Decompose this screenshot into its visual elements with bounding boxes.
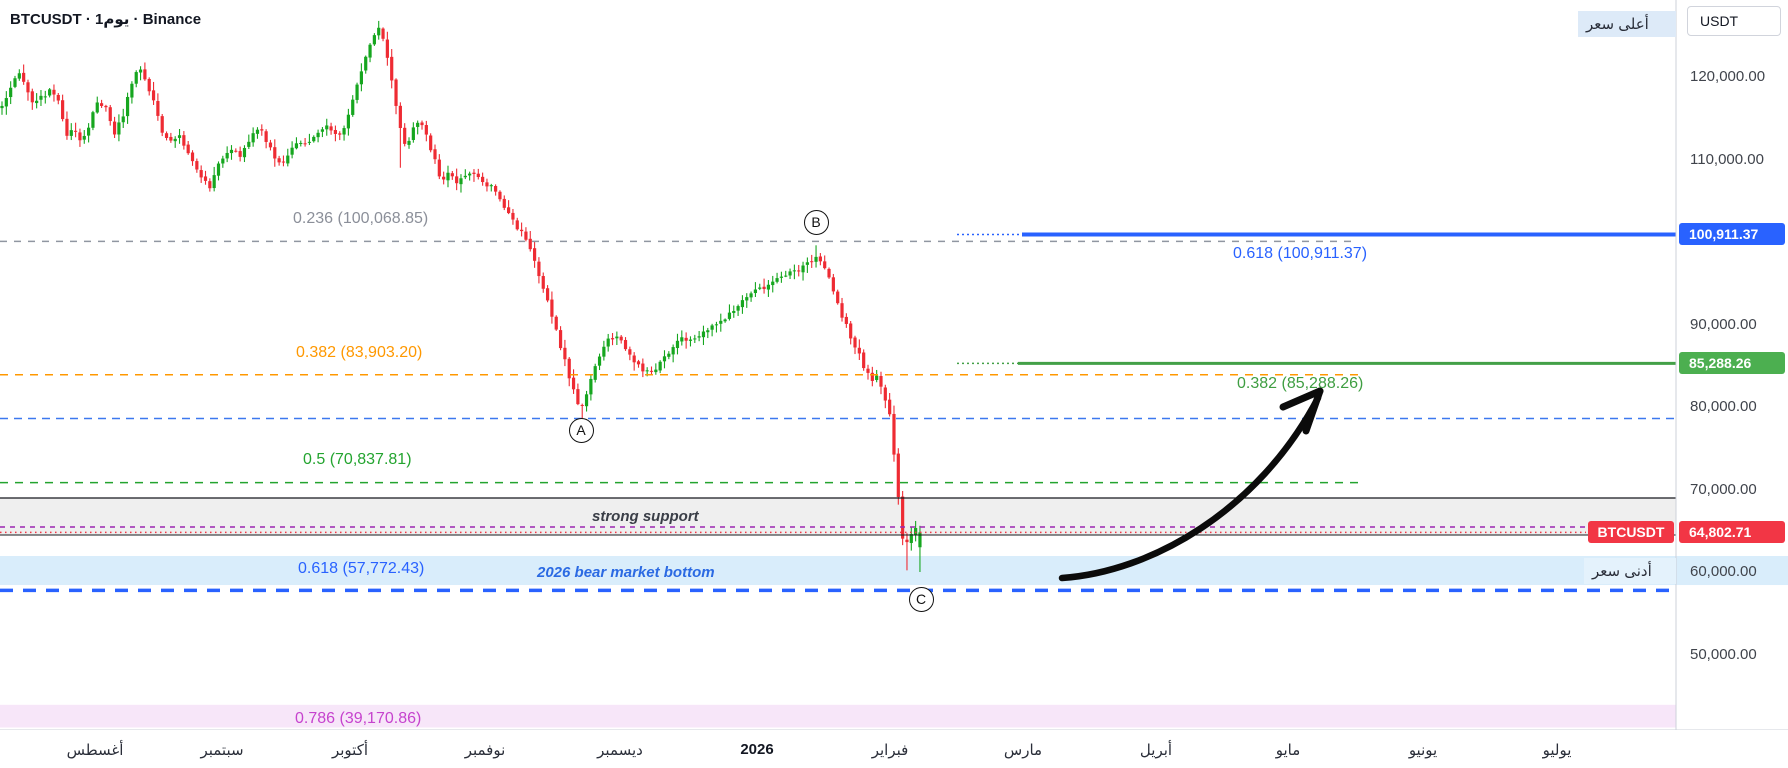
fib-ext-382-label: 0.382 (85,288.26) — [1237, 375, 1364, 392]
wave-label-a[interactable]: A — [568, 417, 594, 443]
fib-0382-label: 0.382 (83,903.20) — [296, 344, 423, 361]
price-tick-70000: 70,000.00 — [1690, 480, 1757, 498]
time-axis-month-890[interactable]: فبراير — [871, 742, 909, 759]
fib-0786-label: 0.786 (39,170.86) — [295, 710, 422, 727]
time-axis-month-1156[interactable]: أبريل — [1139, 742, 1173, 759]
fib-0500-label: 0.5 (70,837.81) — [303, 451, 412, 468]
candles — [0, 20, 922, 572]
strong-support-note[interactable]: strong support — [592, 508, 699, 525]
symbol-price-flag: BTCUSDT — [1588, 521, 1674, 544]
projection-arrow[interactable] — [1058, 394, 1322, 582]
last-price-badge: 64,802.71 — [1679, 521, 1785, 544]
price-tick-50000: 50,000.00 — [1690, 645, 1757, 663]
fib-0618-label: 0.618 (57,772.43) — [298, 560, 425, 577]
symbol-title[interactable]: BTCUSDT · 1يوم · Binance — [10, 11, 202, 28]
fib-0236-label: 0.236 (100,068.85) — [293, 210, 429, 227]
fib-0786-band[interactable] — [0, 704, 1676, 728]
projection-arrow-head — [1302, 387, 1324, 435]
price-tick-60000: 60,000.00 — [1690, 563, 1757, 580]
time-axis-month-95[interactable]: أغسطس — [66, 742, 124, 759]
price-tick-120000: 120,000.00 — [1690, 68, 1766, 85]
support-zone-band[interactable] — [0, 497, 1676, 536]
price-tick-110000: 110,000.00 — [1690, 150, 1764, 168]
time-axis-month-1023[interactable]: مارس — [1003, 742, 1043, 759]
time-axis-month-620[interactable]: ديسمبر — [597, 742, 643, 759]
time-axis-month-1423[interactable]: يونيو — [1408, 742, 1438, 759]
highest-price-marker: أعلى سعر — [1578, 11, 1676, 37]
wave-label-c[interactable]: C — [908, 586, 934, 612]
time-axis-month-485[interactable]: نوفمبر — [464, 742, 506, 759]
time-axis[interactable]: أغسطس سبتمبر أكتوبر نوفمبر ديسمبر 2026 فبراير م… — [0, 730, 1788, 768]
price-tick-80000: 80,000.00 — [1690, 398, 1757, 415]
wave-label-b[interactable]: B — [803, 209, 829, 235]
projection-arrow-head — [1279, 387, 1324, 411]
time-axis-month-1557[interactable]: يوليو — [1542, 742, 1572, 759]
lowest-price-marker: أدنى سعر — [1584, 558, 1676, 584]
bottom-zone-band[interactable] — [0, 555, 1788, 586]
time-axis-month-757[interactable]: 2026 — [740, 741, 774, 758]
fib-ext-382-badge: 85,288.26 — [1679, 352, 1785, 375]
price-tick-90000: 90,000.00 — [1690, 315, 1757, 333]
bear-market-bottom-note[interactable]: 2026 bear market bottom — [537, 564, 715, 581]
time-axis-month-1288[interactable]: مايو — [1275, 742, 1301, 759]
time-axis-month-350[interactable]: أكتوبر — [331, 742, 369, 759]
currency-toggle-button[interactable]: USDT — [1687, 6, 1781, 36]
fib-ext-618-badge: 100,911.37 — [1679, 223, 1785, 246]
fib-ext-618-label: 0.618 (100,911.37) — [1233, 245, 1368, 262]
time-axis-month-222[interactable]: سبتمبر — [200, 742, 244, 759]
